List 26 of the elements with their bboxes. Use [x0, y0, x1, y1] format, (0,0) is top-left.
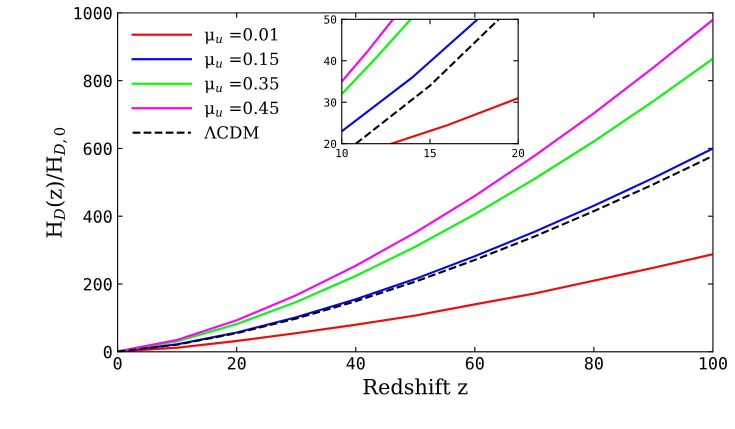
legend-label: μ$_{u}$ =0.01 — [204, 28, 278, 44]
y-tick-label: 30 — [324, 98, 336, 107]
y-tick-label: 50 — [324, 15, 336, 24]
legend-label: μ$_{u}$ =0.15 — [204, 52, 278, 68]
y-tick-label: 800 — [84, 74, 112, 88]
legend-label: μ$_{u}$ =0.45 — [204, 102, 278, 118]
y-tick-label: 0 — [104, 346, 112, 358]
legend-label: ΛCDM — [204, 126, 259, 139]
y-tick-label: 400 — [83, 210, 112, 223]
x-tick-label: 15 — [424, 148, 436, 158]
x-tick-label: 60 — [466, 357, 484, 370]
x-tick-label: 0 — [114, 357, 122, 370]
y-tick-label: 20 — [324, 140, 336, 148]
x-axis-title: Redshift z — [364, 378, 468, 395]
x-tick-label: 40 — [346, 357, 365, 370]
x-tick-label: 20 — [228, 357, 246, 370]
legend-label: μ$_{u}$ =0.35 — [204, 77, 278, 93]
y-tick-label: 40 — [324, 56, 336, 66]
x-tick-label: 100 — [700, 357, 727, 370]
x-tick-label: 10 — [336, 148, 348, 158]
y-axis-title: H$_{D}$(z)/H$_{D,0}$ — [46, 128, 67, 238]
y-tick-label: 600 — [84, 142, 112, 156]
x-tick-label: 20 — [512, 148, 524, 158]
y-tick-label: 1000 — [74, 6, 112, 20]
x-tick-label: 80 — [584, 357, 603, 370]
y-tick-label: 200 — [84, 278, 112, 291]
